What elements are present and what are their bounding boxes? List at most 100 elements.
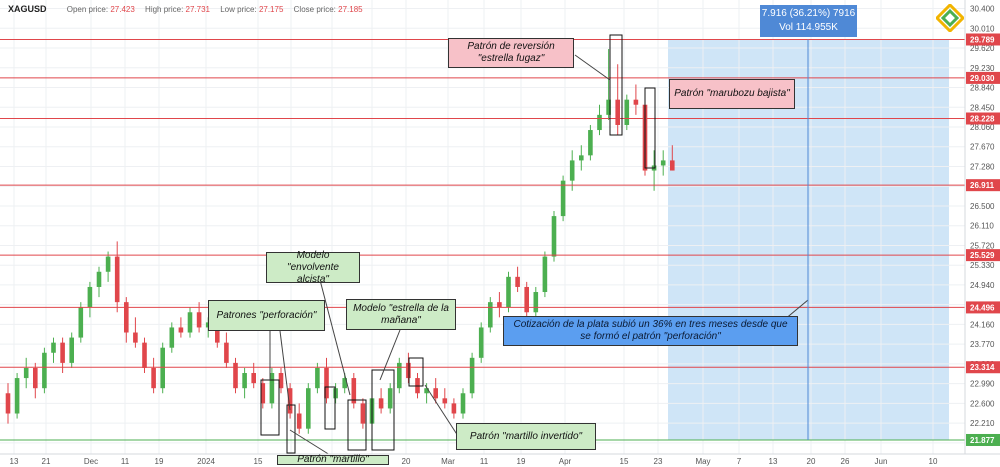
candle-body (442, 398, 448, 404)
y-tick-label: 24.940 (970, 281, 995, 290)
candle-body (579, 155, 584, 161)
y-tick-label: 26.110 (970, 222, 994, 231)
brand-logo-icon (936, 4, 964, 32)
x-tick-label: 7 (737, 457, 742, 466)
candle-body (660, 160, 666, 166)
candle-body (670, 160, 675, 171)
candle-body (151, 367, 156, 389)
y-tick-label: 27.280 (970, 162, 995, 171)
x-tick-label: 15 (254, 457, 263, 466)
symbol-name: XAGUSD (8, 4, 47, 14)
candle-body (387, 388, 393, 409)
candle-body (278, 373, 284, 389)
y-tick-label: 30.010 (970, 24, 995, 33)
candle-body (551, 216, 557, 257)
candle-body (69, 337, 74, 363)
callout-pointer (379, 329, 401, 381)
callout-morning-star: Modelo "estrella de la mañana" (346, 299, 456, 330)
y-tick-label: 26.500 (970, 202, 995, 211)
x-tick-label: 20 (807, 457, 816, 466)
x-tick-label: 26 (841, 457, 850, 466)
pattern-box (324, 386, 336, 430)
candle-body (114, 256, 120, 303)
high-price: 27.731 (185, 5, 210, 14)
pattern-box (408, 357, 424, 387)
price-tag (966, 249, 1000, 262)
candle-body (633, 99, 639, 105)
candle-body (60, 342, 65, 363)
x-tick-label: 20 (402, 457, 411, 466)
x-tick-label: Jun (875, 457, 888, 466)
candle-body (124, 302, 129, 333)
x-tick-label: 11 (121, 457, 130, 466)
candle-body (215, 322, 220, 343)
candle-body (478, 327, 484, 358)
candle-body (342, 378, 347, 389)
price-tag-label: 25.529 (970, 251, 995, 260)
callout-pointer (319, 279, 351, 396)
y-tick-label: 22.210 (970, 419, 995, 428)
y-tick-label: 29.230 (970, 64, 995, 73)
y-tick-label: 23.770 (970, 340, 995, 349)
candle-body (451, 403, 457, 414)
x-tick-label: Mar (441, 457, 455, 466)
y-tick-label: 24.160 (970, 320, 995, 329)
y-tick-label: 22.990 (970, 380, 995, 389)
candle-body (133, 332, 138, 343)
candle-body (187, 312, 193, 333)
candle-body (469, 357, 475, 394)
candle-body (324, 367, 329, 399)
candle-body (488, 302, 493, 328)
y-tick-label: 28.060 (970, 123, 995, 132)
pattern-box (371, 369, 395, 451)
price-tag-label: 28.228 (970, 114, 995, 123)
candle-body (624, 99, 630, 125)
candle-body (397, 362, 402, 389)
callout-pointer (279, 330, 291, 411)
candle-body (105, 256, 111, 272)
y-tick-label: 25.330 (970, 261, 995, 270)
callout-pointer (424, 384, 459, 437)
price-tag (966, 433, 1000, 446)
candle-body (14, 378, 20, 414)
candle-body (315, 367, 320, 389)
x-tick-label: 23 (654, 457, 663, 466)
callout-inverted-hammer: Patrón "martillo invertido" (456, 423, 596, 450)
price-tag (966, 112, 1000, 125)
candle-body (506, 276, 511, 308)
candle-body (378, 398, 384, 409)
price-tag-label: 29.030 (970, 74, 995, 83)
pattern-box (609, 34, 623, 136)
x-tick-label: 15 (620, 457, 629, 466)
y-tick-label: 29.620 (970, 44, 995, 53)
price-tag-label: 23.314 (970, 363, 995, 372)
candle-body (497, 302, 502, 308)
candle-body (233, 362, 238, 389)
candle-body (433, 388, 438, 399)
x-tick-label: 10 (929, 457, 938, 466)
candle-body (142, 342, 147, 368)
candle-body (351, 378, 357, 404)
callout-engulfing: Modelo "envolvente alcista" (266, 250, 360, 285)
candle-body (588, 130, 593, 156)
callout-hammer: Patrón "martillo" (277, 454, 389, 465)
candle-body (533, 292, 539, 313)
candle-body (169, 327, 175, 348)
candle-body (569, 160, 575, 181)
price-tag (966, 361, 1000, 374)
candle-body (460, 393, 466, 414)
candle-body (597, 114, 602, 131)
x-tick-label: Apr (559, 457, 572, 466)
symbol-header: XAGUSD Open price: 27.423 High price: 27… (8, 4, 363, 14)
candle-body (5, 393, 11, 414)
candle-body (87, 286, 93, 308)
x-tick-label: 11 (480, 457, 489, 466)
pattern-box (644, 87, 656, 169)
y-tick-label: 27.670 (970, 143, 995, 152)
callout-marubozu: Patrón "marubozu bajista" (669, 79, 795, 109)
x-tick-label: 13 (769, 457, 778, 466)
price-tag-label: 21.877 (970, 436, 995, 445)
candle-body (560, 180, 566, 217)
price-tag-label: 29.789 (970, 35, 995, 44)
